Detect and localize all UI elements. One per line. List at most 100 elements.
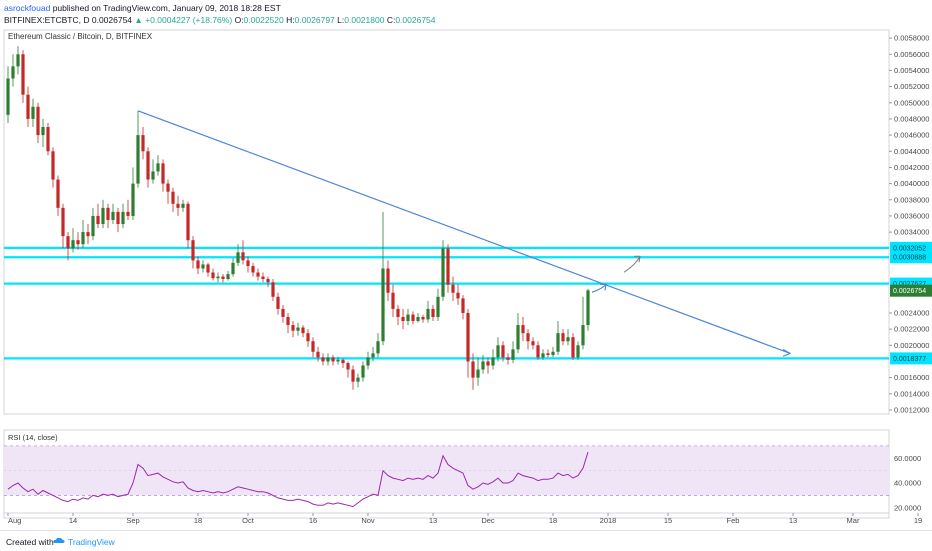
time-axis-label: Sep xyxy=(126,516,139,525)
candle-body xyxy=(501,345,505,358)
time-axis-label: Feb xyxy=(727,516,740,525)
candle-body xyxy=(121,211,125,225)
price-axis-label: 0.0046000 xyxy=(894,131,929,140)
tradingview-brand[interactable]: TradingView xyxy=(68,537,115,547)
candle-body xyxy=(556,333,560,352)
ohlc-line: BITFINEX:ETCBTC, D 0.0026754 ▲ +0.000422… xyxy=(4,15,436,25)
candle-body xyxy=(16,54,20,67)
candle-body xyxy=(276,296,280,309)
candle-body xyxy=(141,135,145,152)
candle-body xyxy=(116,211,120,225)
time-axis-label: Nov xyxy=(361,516,375,525)
candle-body xyxy=(156,163,160,172)
time-axis-label: 18 xyxy=(194,516,202,525)
candle-body xyxy=(436,296,440,317)
low-label: L: xyxy=(337,15,345,25)
price-axis-label: 0.0014000 xyxy=(894,389,929,398)
high-label: H: xyxy=(286,15,295,25)
rsi-axis-label: 40.0000 xyxy=(894,479,921,488)
time-axis-label: 13 xyxy=(429,516,437,525)
candle-body xyxy=(201,264,205,269)
candle-body xyxy=(271,282,275,297)
candle-body xyxy=(111,211,115,220)
candle-body xyxy=(321,357,325,362)
footer: Created with TradingView xyxy=(0,530,932,551)
target-arrow xyxy=(623,256,641,273)
candle-body xyxy=(91,215,95,237)
candle-body xyxy=(11,66,15,79)
candle-body xyxy=(546,353,550,355)
candle-body xyxy=(366,357,370,366)
level-price-tag xyxy=(890,352,932,365)
candle-body xyxy=(61,207,65,237)
candle-body xyxy=(506,357,510,360)
level-price-label: 0.0027627 xyxy=(893,281,926,288)
rsi-line xyxy=(7,451,589,508)
candle-body xyxy=(411,314,415,322)
candle-body xyxy=(171,191,175,204)
candle-body xyxy=(431,308,435,317)
price-axis-label: 0.0016000 xyxy=(894,373,929,382)
chart-canvas[interactable]: 0.0058000 0.0056000 0.0054000 0.0052000 0.00… xyxy=(0,26,932,530)
candle-body xyxy=(371,353,375,358)
candle-body xyxy=(476,369,480,378)
up-arrow-icon: ▲ xyxy=(134,15,143,25)
candle-body xyxy=(226,274,230,279)
downtrend-line xyxy=(137,110,791,354)
tradingview-cloud-icon xyxy=(53,537,65,543)
candle-body xyxy=(416,316,420,322)
candle-body xyxy=(256,272,260,277)
candle-body xyxy=(206,264,210,273)
price-axis-label: 0.0058000 xyxy=(894,34,929,43)
symbol-label: BITFINEX:ETCBTC, D xyxy=(4,15,90,25)
candle-body xyxy=(561,333,565,342)
candle-body xyxy=(166,183,170,192)
level-price-tag xyxy=(890,241,932,254)
candle-body xyxy=(426,308,430,320)
candle-body xyxy=(511,349,515,360)
candle-body xyxy=(536,345,540,358)
author-link[interactable]: asrockfouad xyxy=(4,3,51,13)
candle-body xyxy=(526,333,530,342)
candle-body xyxy=(261,276,265,279)
candle-body xyxy=(461,298,465,313)
candle-body xyxy=(441,248,445,297)
target-arrow-head-icon xyxy=(634,255,641,263)
created-with-text: Created with xyxy=(6,537,54,547)
candle-body xyxy=(106,207,110,220)
published-text: published on TradingView.com, January 09… xyxy=(52,3,281,13)
candle-body xyxy=(126,211,130,216)
candle-body xyxy=(356,377,360,382)
candle-body xyxy=(406,314,410,322)
price-axis-label: 0.0024000 xyxy=(894,308,929,317)
candle-body xyxy=(421,316,425,320)
price-axis-label: 0.0050000 xyxy=(894,98,929,107)
candle-body xyxy=(186,203,190,241)
candle-body xyxy=(246,260,250,267)
candle-body xyxy=(231,262,235,275)
candle-body xyxy=(191,240,195,261)
candle-body xyxy=(251,266,255,273)
time-axis-label: 15 xyxy=(664,516,672,525)
price-axis-label: 0.0034000 xyxy=(894,228,929,237)
high-value: 0.0026797 xyxy=(294,15,335,25)
chart-title: Ethereum Classic / Bitcoin, D, BITFINEX xyxy=(8,32,153,41)
candle-body xyxy=(306,333,310,342)
rsi-axis-label: 20.0000 xyxy=(894,503,921,512)
candle-body xyxy=(486,361,490,366)
candle-body xyxy=(151,171,155,180)
candle-body xyxy=(376,341,380,354)
price-axis-label: 0.0056000 xyxy=(894,50,929,59)
price-axis-label: 0.0044000 xyxy=(894,147,929,156)
candle-body xyxy=(401,316,405,322)
candle-body xyxy=(161,163,165,184)
candle-body xyxy=(496,345,500,358)
time-axis-label: 18 xyxy=(549,516,557,525)
candle-body xyxy=(531,341,535,346)
candle-body xyxy=(351,369,355,382)
chart-header: asrockfouad published on TradingView.com… xyxy=(0,0,932,26)
candle-body xyxy=(41,127,45,136)
candle-body xyxy=(86,232,90,237)
candle-body xyxy=(326,357,330,362)
candle-body xyxy=(241,252,245,261)
